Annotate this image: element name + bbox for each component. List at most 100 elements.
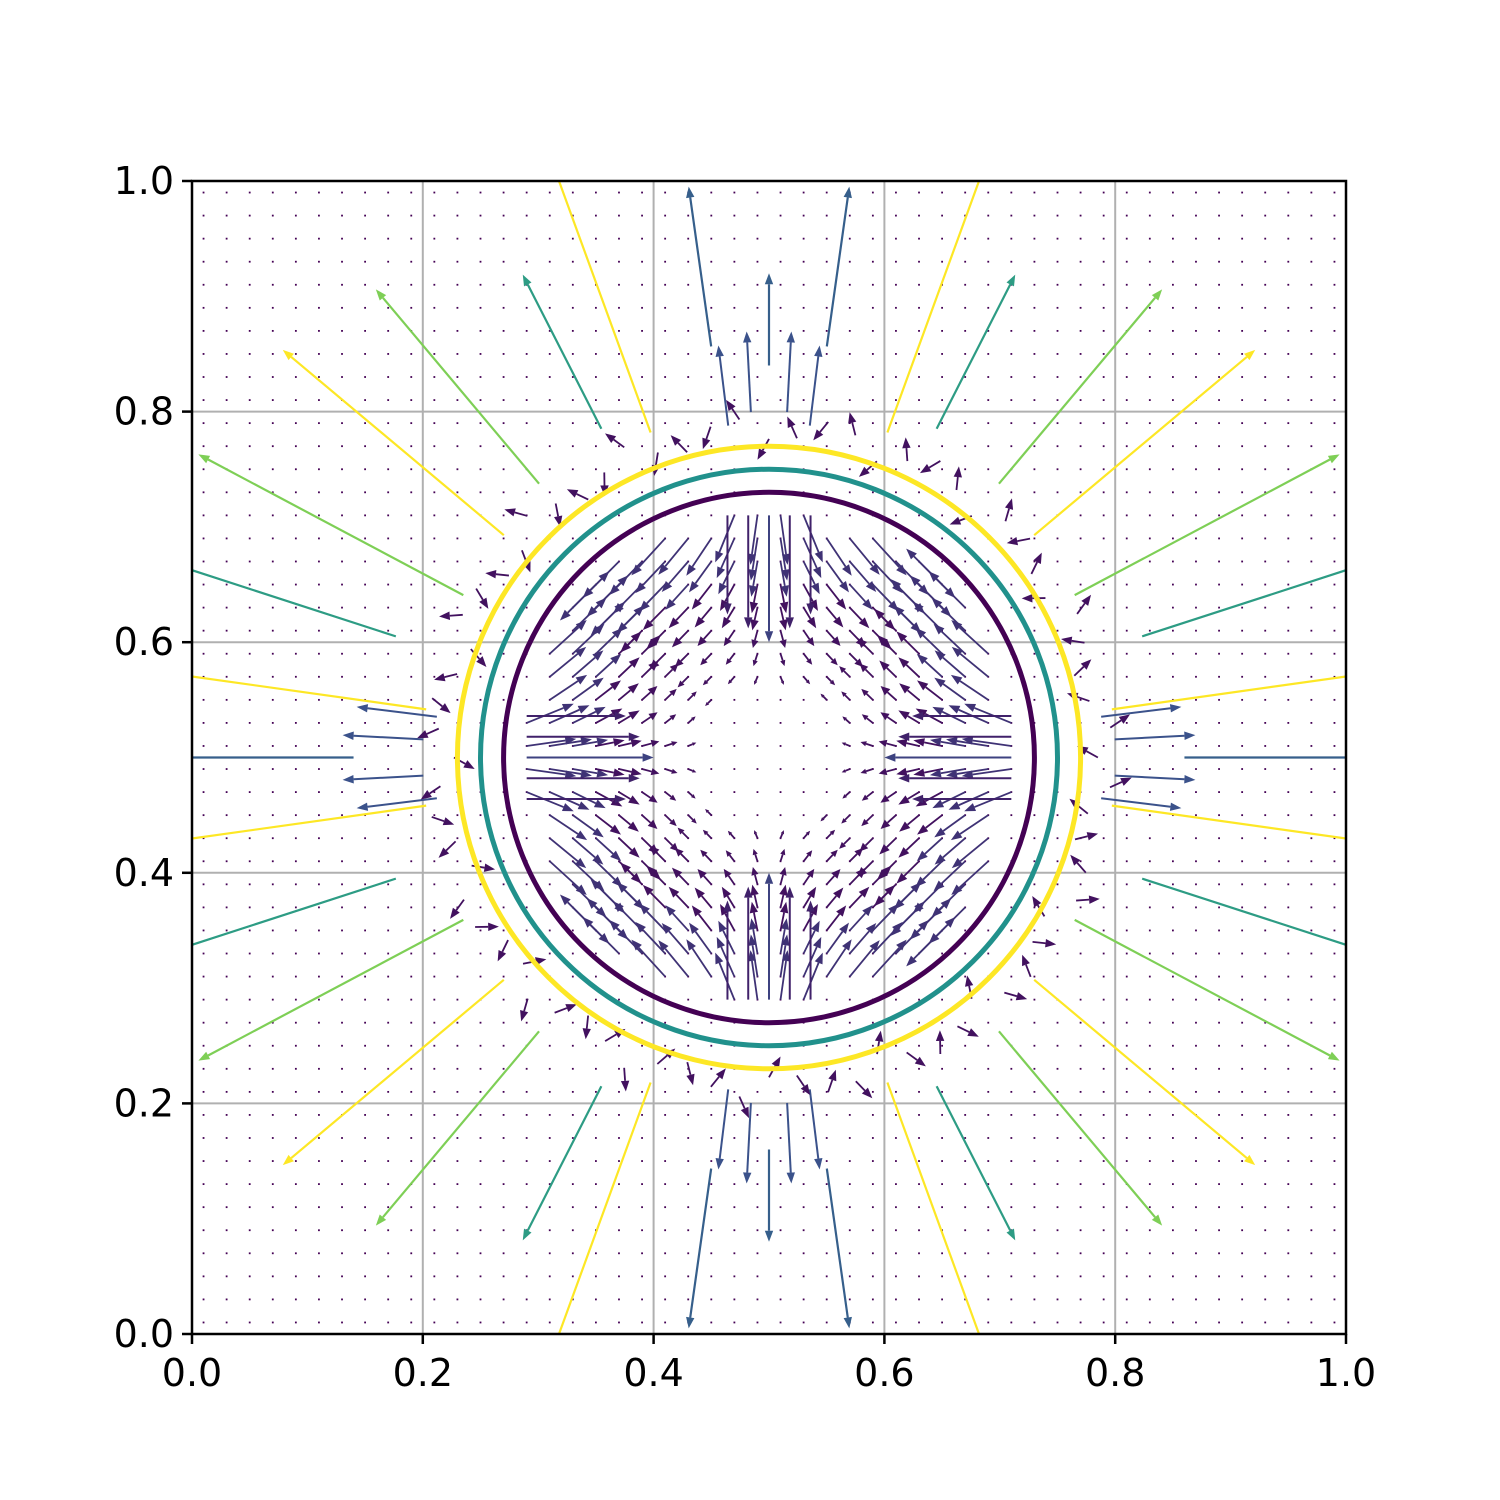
field-dot — [1148, 675, 1151, 678]
field-dot — [1056, 1252, 1059, 1255]
field-dot — [733, 768, 736, 770]
field-dot — [1264, 1298, 1267, 1301]
field-dot — [779, 191, 782, 194]
field-dot — [341, 1252, 343, 1255]
field-dot — [1195, 768, 1197, 770]
field-dot — [502, 468, 505, 471]
field-arrow — [849, 606, 870, 629]
field-dot — [271, 1206, 274, 1209]
field-dot — [387, 675, 390, 678]
field-dot — [802, 1298, 805, 1301]
field-arrow — [899, 814, 920, 832]
field-dot — [502, 1275, 505, 1278]
field-dot — [364, 468, 366, 471]
field-dot — [756, 191, 759, 194]
field-dot — [1241, 1275, 1244, 1278]
field-dot — [1010, 1137, 1013, 1139]
field-dot — [1033, 1252, 1036, 1255]
field-dot — [1333, 929, 1336, 932]
field-dot — [271, 260, 274, 263]
field-dot — [1264, 260, 1267, 263]
field-dot — [502, 1044, 505, 1047]
field-dot — [433, 722, 436, 724]
field-dot — [1310, 237, 1313, 240]
field-dot — [433, 1021, 436, 1024]
field-dot — [225, 860, 228, 863]
field-dot — [294, 1183, 297, 1186]
field-dot — [341, 698, 343, 701]
field-dot — [802, 329, 805, 332]
field-dot — [1033, 814, 1036, 817]
field-dot — [318, 306, 320, 309]
field-dot — [802, 260, 805, 263]
field-arrow — [779, 584, 789, 614]
field-arrow — [1076, 895, 1100, 904]
field-dot — [433, 952, 436, 955]
field-dot — [479, 1114, 482, 1116]
field-dot — [1033, 1298, 1036, 1301]
field-dot — [341, 491, 343, 494]
field-arrow — [825, 583, 847, 610]
field-dot — [571, 376, 574, 378]
field-dot — [1241, 1114, 1244, 1116]
field-dot — [1079, 191, 1082, 194]
field-dot — [756, 237, 759, 240]
field-arrow — [677, 676, 689, 688]
field-dot — [1264, 399, 1267, 401]
field-dot — [341, 1021, 343, 1024]
field-dot — [641, 1321, 643, 1324]
field-dot — [1033, 629, 1036, 632]
field-dot — [779, 1206, 782, 1209]
field-dot — [1056, 237, 1059, 240]
field-dot — [1287, 260, 1290, 263]
field-dot — [1310, 929, 1313, 932]
field-dot — [941, 376, 943, 378]
field-dot — [664, 722, 667, 724]
field-dot — [1172, 1298, 1174, 1301]
field-dot — [733, 1298, 736, 1301]
field-dot — [1102, 1067, 1105, 1070]
field-arrow — [1184, 756, 1346, 759]
field-arrow — [609, 919, 643, 955]
field-dot — [387, 1252, 390, 1255]
field-dot — [1125, 629, 1128, 632]
field-dot — [387, 445, 390, 448]
field-dot — [710, 745, 713, 747]
field-dot — [664, 214, 667, 217]
field-dot — [1033, 283, 1036, 286]
field-dot — [548, 329, 551, 332]
field-dot — [1172, 1229, 1174, 1232]
field-dot — [1125, 768, 1128, 770]
field-arrow — [572, 814, 604, 838]
field-dot — [641, 1298, 643, 1301]
field-dot — [964, 1252, 967, 1255]
field-dot — [502, 422, 505, 425]
field-dot — [341, 353, 343, 355]
field-dot — [1172, 560, 1174, 563]
field-dot — [248, 537, 251, 540]
field-dot — [1264, 629, 1267, 632]
field-arrow — [802, 676, 811, 685]
field-dot — [387, 1160, 390, 1162]
field-dot — [941, 1137, 943, 1139]
field-dot — [595, 353, 597, 355]
field-arrow — [754, 676, 759, 685]
field-dot — [871, 422, 874, 425]
field-dot — [618, 329, 620, 332]
field-dot — [1264, 1206, 1267, 1209]
field-dot — [271, 1252, 274, 1255]
field-dot — [918, 376, 920, 378]
field-dot — [710, 1067, 713, 1070]
field-dot — [1033, 883, 1036, 886]
field-arrow — [642, 884, 666, 909]
field-dot — [548, 445, 551, 448]
field-dot — [871, 329, 874, 332]
field-dot — [202, 929, 205, 932]
field-dot — [1310, 837, 1313, 840]
field-dot — [1264, 768, 1267, 770]
field-dot — [341, 1275, 343, 1278]
field-dot — [1195, 998, 1197, 1001]
field-dot — [364, 1137, 366, 1139]
field-dot — [410, 1160, 413, 1162]
field-dot — [1310, 399, 1313, 401]
